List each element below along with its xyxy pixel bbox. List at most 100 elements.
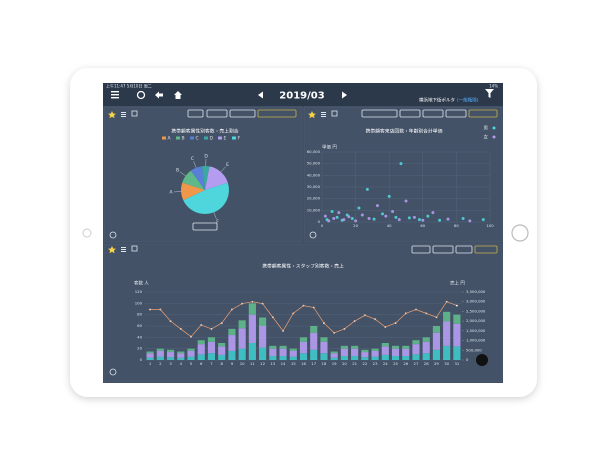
scatter-point — [360, 213, 364, 217]
bar-segment — [248, 314, 256, 343]
x-tick-label: 23 — [373, 361, 378, 366]
bar-segment — [166, 357, 175, 360]
header-icons[interactable] — [111, 89, 494, 100]
bar-segment — [351, 356, 359, 360]
x-tick-label: 24 — [383, 361, 388, 366]
x-tick-label: 3 — [169, 361, 172, 366]
bar-segment — [269, 356, 277, 360]
bar-segment — [146, 351, 154, 354]
y-tick-label: 40,000 — [307, 172, 321, 177]
bar-segment — [289, 356, 297, 360]
bar-segment — [361, 352, 369, 358]
bar-segment — [330, 351, 338, 354]
status-time: 上午11:47 5月10日 周二 — [106, 83, 152, 89]
bar-segment — [422, 337, 430, 342]
bar-segment — [228, 350, 236, 360]
leader-line — [213, 212, 217, 219]
line-point — [455, 304, 458, 307]
bar-segment — [402, 348, 410, 357]
bar-segment — [207, 353, 216, 360]
x-tick-label: 14 — [281, 361, 286, 366]
bar-segment — [361, 357, 369, 360]
bar-segment — [310, 332, 318, 350]
home-button[interactable] — [511, 224, 529, 242]
bar-segment — [412, 344, 420, 355]
scatter-point — [468, 219, 472, 223]
bar-segment — [197, 354, 205, 360]
scatter-point — [426, 214, 430, 218]
y2-tick-label: 3,000,000 — [466, 299, 486, 304]
bar-segment — [320, 337, 328, 342]
x-tick-label: 27 — [414, 361, 419, 366]
bar-segment — [391, 356, 400, 360]
y-axis-label: 単価 円 — [322, 144, 337, 151]
bar-segment — [340, 345, 348, 349]
bar-segment — [269, 345, 277, 349]
bar-segment — [361, 349, 369, 353]
scatter-point — [335, 215, 339, 219]
bar-segment — [146, 357, 154, 360]
x-tick-label: 19 — [332, 361, 337, 366]
legend-label: F — [238, 136, 241, 142]
y-tick-label: 40 — [137, 334, 142, 339]
x-tick-label: 21 — [352, 361, 357, 366]
pie-slice — [201, 166, 210, 190]
role-label: (一般権限) — [457, 97, 479, 104]
scatter-point — [399, 162, 403, 166]
y-tick-label: 20,000 — [307, 196, 321, 201]
x-tick-label: 8 — [220, 361, 223, 366]
legend-swatch — [204, 136, 208, 140]
y-tick-label: 80 — [137, 312, 142, 317]
x-tick-label: 10 — [240, 361, 245, 366]
bar-segment — [432, 349, 441, 360]
bar-segment — [402, 356, 410, 360]
bar-segment — [453, 346, 461, 360]
scatter-point — [417, 218, 421, 222]
sales-line — [150, 301, 458, 338]
leader-line — [220, 166, 226, 173]
y2-tick-label: 2,500,000 — [466, 308, 486, 313]
bar-segment — [156, 348, 164, 351]
scatter-point — [391, 210, 395, 213]
bar-segment — [187, 356, 195, 360]
scatter-point — [337, 211, 341, 215]
bar-segment — [177, 353, 185, 358]
x-tick-label: 7 — [210, 361, 213, 366]
scatter-point — [367, 217, 371, 220]
y-tick-label: 10,000 — [307, 207, 321, 212]
pie-slice — [190, 166, 205, 190]
bar-segment — [238, 328, 246, 349]
x-tick-label: 20 — [353, 223, 358, 228]
bar-segment — [269, 348, 277, 357]
legend-label: C — [196, 136, 199, 142]
x-tick-label: 26 — [403, 361, 408, 366]
y-tick-label: 30,000 — [307, 184, 321, 189]
legend-label: 女 — [484, 134, 489, 141]
panel-icons[interactable] — [108, 109, 498, 376]
x-tick-label: 100 — [486, 223, 494, 228]
bar-segment — [228, 328, 236, 336]
y2-tick-label: 2,000,000 — [466, 318, 486, 323]
month-label: 2019/03 — [279, 91, 324, 102]
bar-segment — [412, 340, 420, 345]
header-bar — [103, 83, 503, 106]
bar-segment — [279, 345, 287, 349]
legend-marker — [492, 126, 496, 130]
legend-label: A — [168, 136, 172, 142]
bar-segment — [310, 326, 318, 333]
bar-segment — [279, 348, 287, 357]
chart-title: 携帯顧客属性別客数・売上割合 — [171, 128, 238, 135]
y-tick-label: 120 — [135, 289, 143, 294]
bar-segment — [371, 348, 379, 351]
slice-label: A — [170, 190, 174, 196]
bar-segment — [351, 348, 359, 357]
bar-segment — [381, 354, 389, 360]
y-tick-label: 20 — [137, 346, 142, 351]
bar-segment — [218, 354, 226, 360]
bar-segment — [197, 340, 205, 345]
bar-segment — [432, 332, 441, 350]
leader-line — [179, 171, 186, 177]
pie-slice — [182, 170, 205, 190]
